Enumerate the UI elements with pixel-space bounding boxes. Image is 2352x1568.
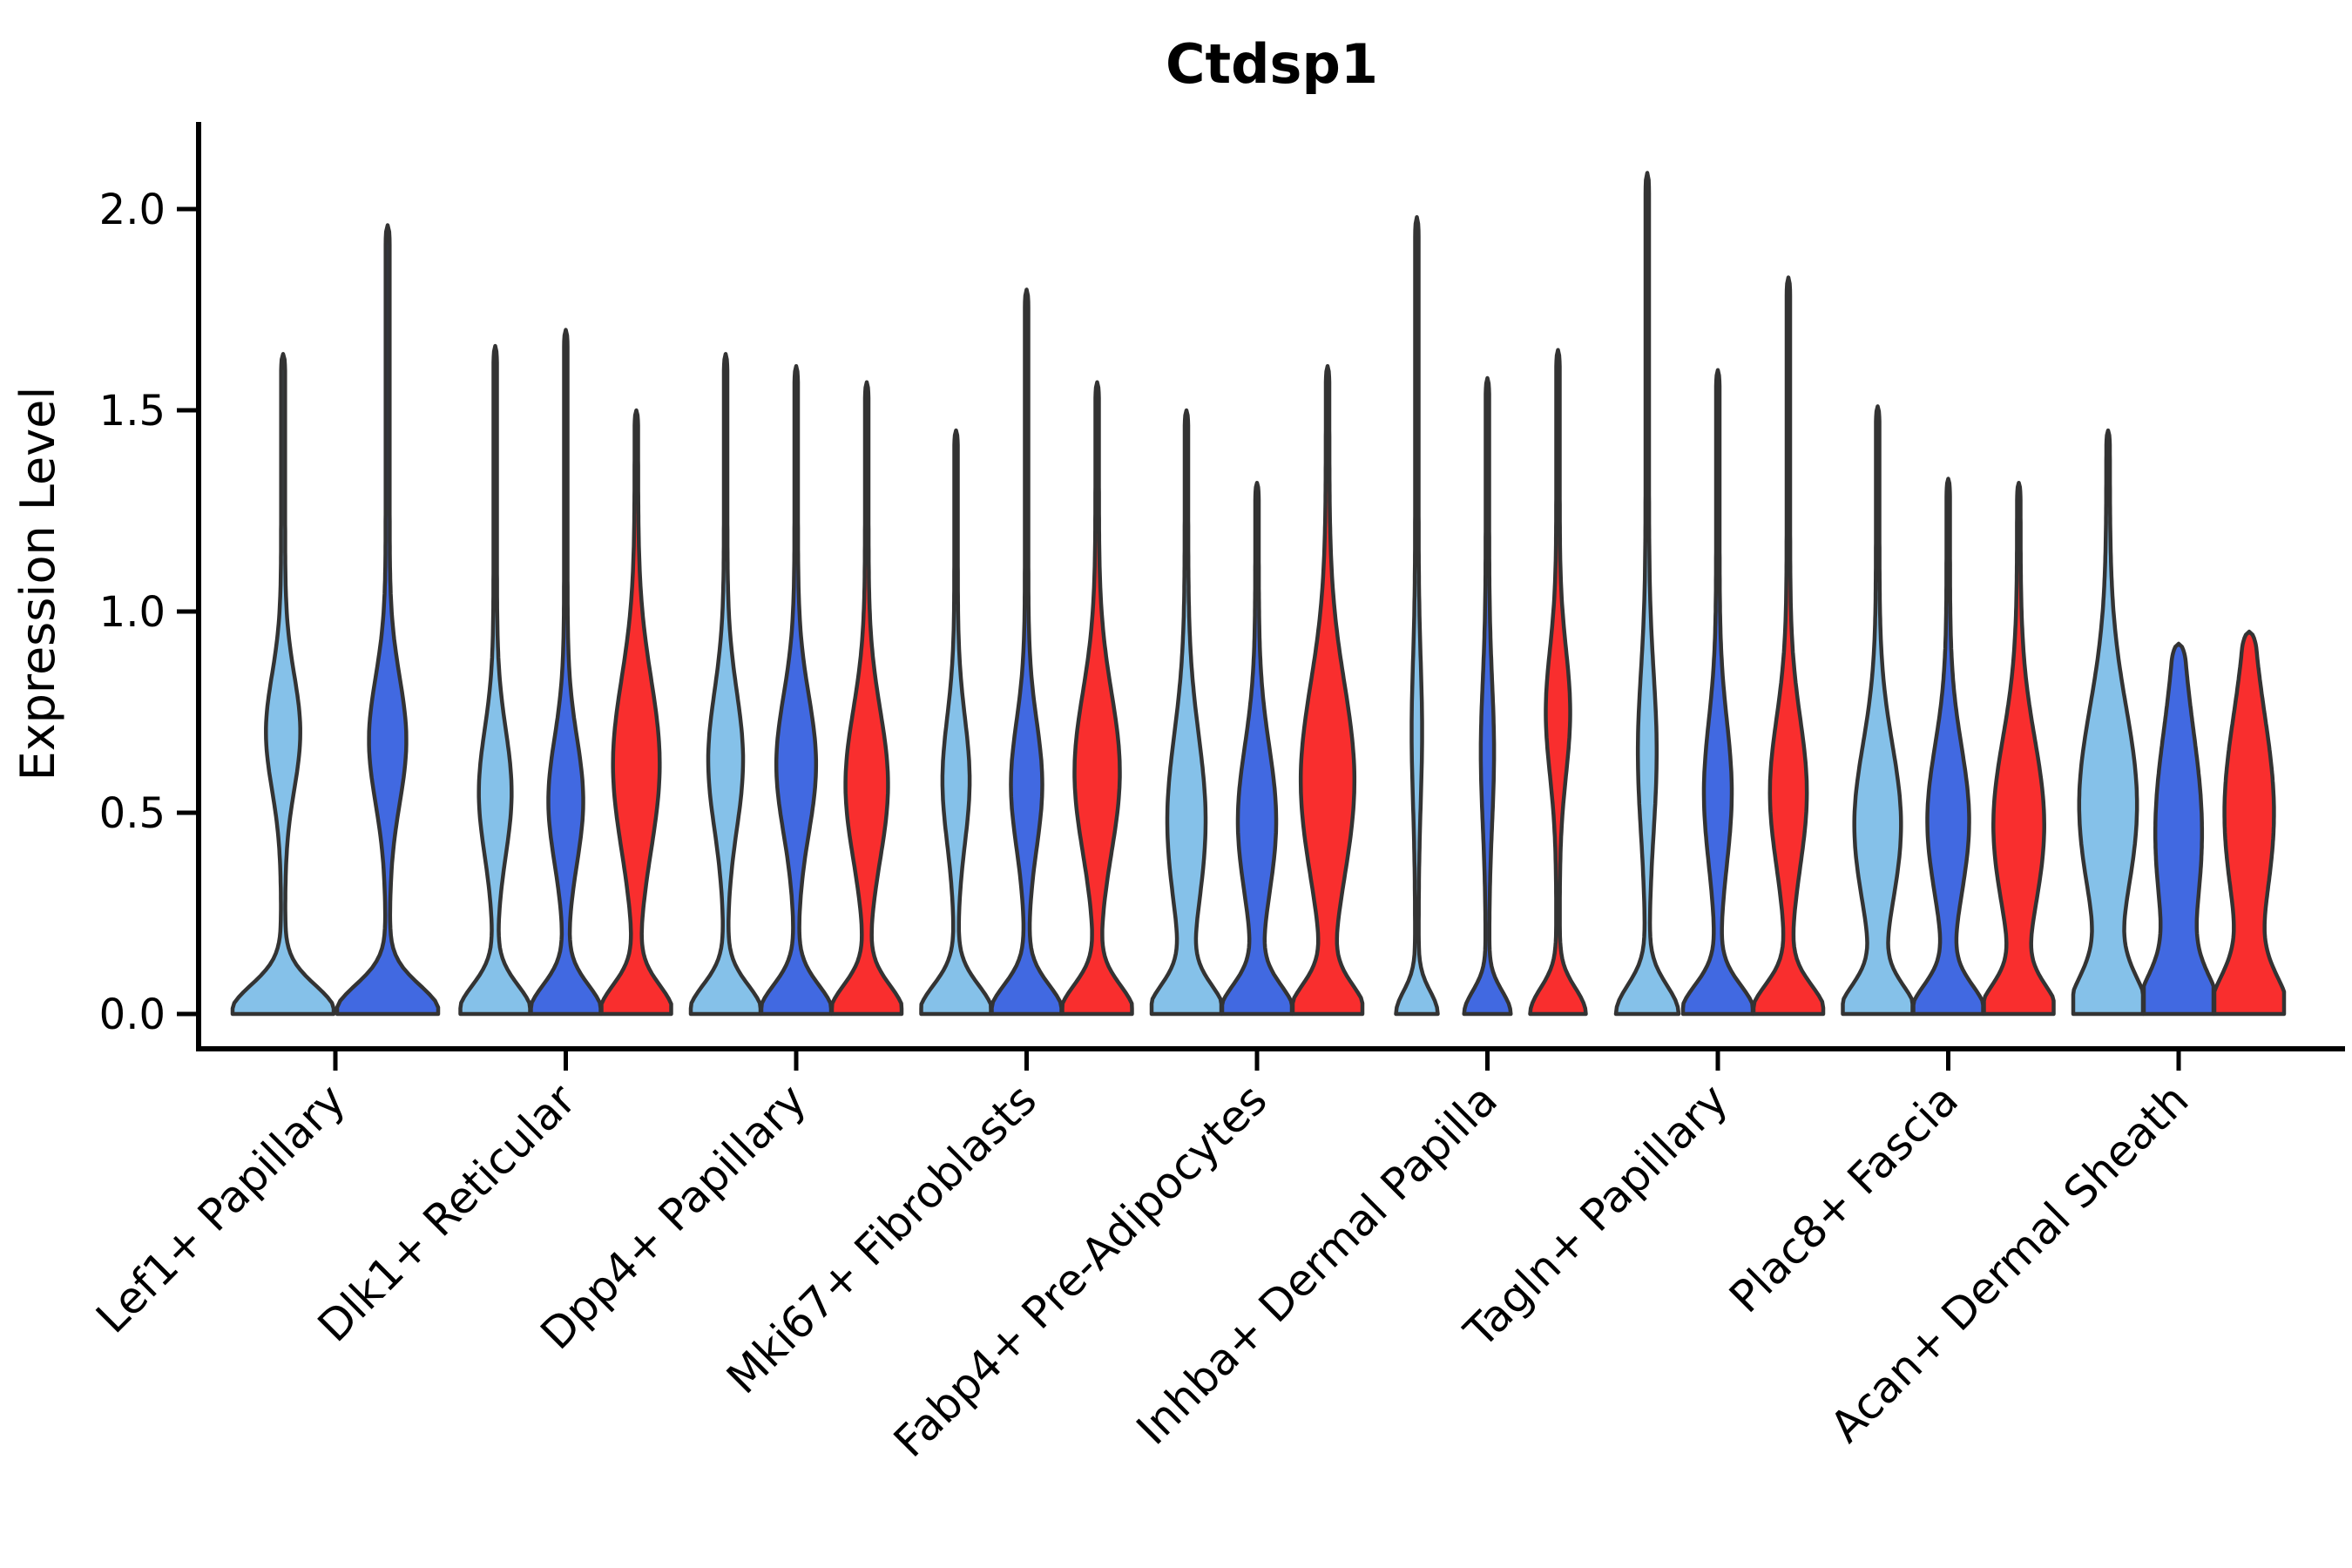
violin — [688, 352, 763, 1017]
violin — [1149, 408, 1224, 1017]
violin — [919, 428, 993, 1017]
y-tick-label: 2.0 — [99, 186, 166, 234]
violin — [1911, 476, 1985, 1017]
violin — [458, 343, 532, 1017]
y-tick-label: 1.5 — [99, 387, 166, 436]
violin — [1290, 363, 1365, 1017]
violin — [990, 287, 1064, 1017]
violin — [2212, 629, 2287, 1017]
violin-layer — [230, 171, 2287, 1017]
violin — [829, 380, 904, 1017]
violin — [2071, 428, 2146, 1017]
y-axis-label: Expression Level — [10, 387, 65, 781]
y-tick-label: 1.0 — [99, 588, 166, 637]
violin — [1462, 375, 1513, 1017]
violin — [1841, 404, 1915, 1017]
y-tick-label: 0.0 — [99, 990, 166, 1039]
x-tick-label: Plac8+ Fascia — [1720, 1074, 1968, 1322]
violin — [529, 328, 603, 1017]
violin — [1528, 348, 1588, 1017]
violin — [1060, 380, 1134, 1017]
violin — [759, 363, 834, 1017]
axis-spines — [196, 122, 2345, 1051]
violin — [1220, 480, 1294, 1017]
violin — [1982, 480, 2056, 1017]
violin — [1613, 171, 1681, 1017]
x-tick-label: Lef1+ Papillary — [86, 1074, 355, 1342]
violin — [1394, 214, 1440, 1017]
x-tick-label: Fabp4+ Pre-Adipocytes — [884, 1074, 1277, 1467]
violin — [1680, 368, 1755, 1017]
violin — [335, 223, 441, 1017]
violin — [230, 352, 336, 1017]
chart-title: Ctdsp1 — [1166, 32, 1378, 96]
violin — [599, 408, 673, 1017]
violin — [1751, 275, 1826, 1017]
violin — [2141, 641, 2216, 1017]
y-tick-label: 0.5 — [99, 789, 166, 838]
